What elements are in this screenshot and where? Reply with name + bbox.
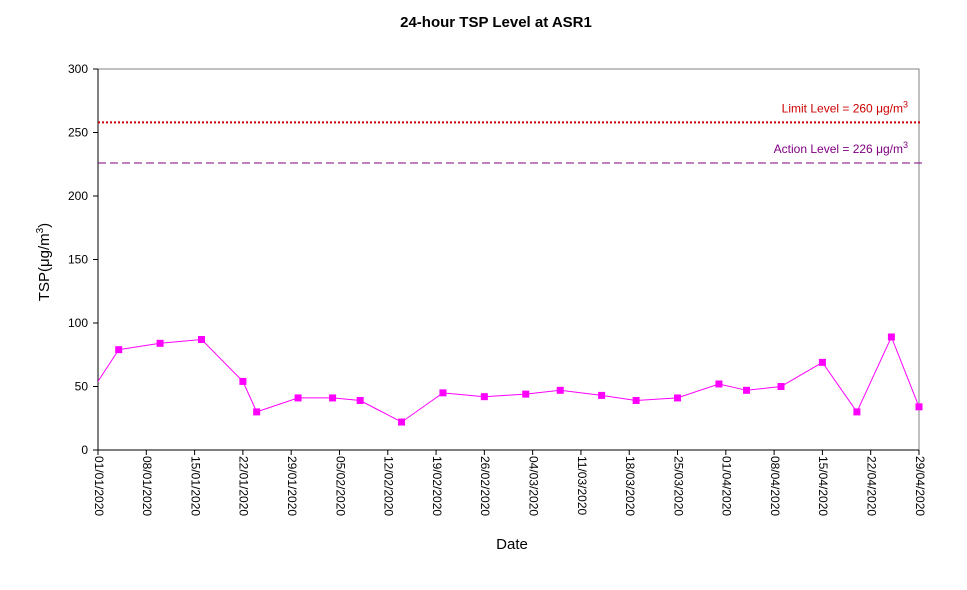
data-point xyxy=(598,391,606,399)
chart-title: 24-hour TSP Level at ASR1 xyxy=(400,14,592,31)
x-tick-label: 29/04/2020 xyxy=(913,456,927,516)
x-tick-label: 01/04/2020 xyxy=(720,456,734,516)
data-point xyxy=(480,393,488,401)
plot-frame xyxy=(97,68,920,451)
plot-area xyxy=(97,68,920,451)
x-tick-label: 01/01/2020 xyxy=(92,456,106,516)
data-point xyxy=(253,408,261,416)
x-tick-label: 29/01/2020 xyxy=(285,456,299,516)
data-point xyxy=(522,390,530,398)
data-point xyxy=(197,336,205,344)
data-point xyxy=(632,396,640,404)
x-tick-label: 12/02/2020 xyxy=(382,456,396,516)
y-tick-label: 50 xyxy=(75,380,89,394)
y-axis-label-close: ) xyxy=(36,223,53,228)
data-point xyxy=(556,386,564,394)
data-point xyxy=(156,339,164,347)
reference-label-text: Limit Level = 260 xyxy=(782,101,876,115)
reference-line-label: Limit Level = 260 μg/m3 xyxy=(782,99,908,115)
x-tick-label: 25/03/2020 xyxy=(671,456,685,516)
reference-label-unit: μg/m xyxy=(876,101,903,115)
x-tick-label: 19/02/2020 xyxy=(430,456,444,516)
y-axis-label-unit: μg/m xyxy=(36,233,53,267)
reference-label-sup: 3 xyxy=(903,140,908,150)
x-tick-label: 22/04/2020 xyxy=(865,456,879,516)
x-axis: 01/01/2020 08/01/2020 15/01/2020 22/01/2020… xyxy=(92,450,927,516)
y-tick-label: 100 xyxy=(68,316,88,330)
y-tick-label: 300 xyxy=(68,62,88,76)
x-tick-label: 08/04/2020 xyxy=(768,456,782,516)
y-tick-label: 250 xyxy=(68,126,88,140)
reference-label-text: Action Level = 226 xyxy=(774,142,876,156)
data-point xyxy=(398,418,406,426)
y-tick-label: 150 xyxy=(68,253,88,267)
x-tick-label: 11/03/2020 xyxy=(575,456,589,515)
series-line xyxy=(97,335,920,423)
data-point xyxy=(777,383,785,390)
x-tick-label: 15/04/2020 xyxy=(816,456,830,516)
data-point xyxy=(915,403,923,411)
x-tick-label: 26/02/2020 xyxy=(478,456,492,516)
y-axis: 0 50 100 150 200 250 300 xyxy=(68,62,98,457)
data-point xyxy=(329,394,337,402)
y-tick-label: 200 xyxy=(68,189,88,203)
data-point xyxy=(294,394,302,402)
x-tick-label: 18/03/2020 xyxy=(623,456,637,516)
data-point xyxy=(743,386,751,394)
reference-label-sup: 3 xyxy=(903,99,908,109)
reference-line-label: Action Level = 226 μg/m3 xyxy=(774,140,908,156)
data-point xyxy=(115,346,123,354)
x-tick-label: 04/03/2020 xyxy=(526,456,540,516)
y-tick-label: 0 xyxy=(81,443,88,457)
data-point xyxy=(439,389,447,397)
x-tick-label: 05/02/2020 xyxy=(333,456,347,516)
reference-label-unit: μg/m xyxy=(876,142,903,156)
series-group xyxy=(97,333,923,426)
data-point xyxy=(818,358,826,366)
y-axis-label: TSP(μg/m3) xyxy=(35,223,53,301)
x-tick-label: 08/01/2020 xyxy=(140,456,154,516)
x-tick-label: 22/01/2020 xyxy=(237,456,251,516)
data-point xyxy=(239,377,247,385)
x-axis-label: Date xyxy=(496,536,528,553)
y-axis-label-main: TSP( xyxy=(36,267,53,301)
data-point xyxy=(887,333,895,341)
data-point xyxy=(853,408,861,416)
data-point xyxy=(674,394,682,402)
x-tick-label: 15/01/2020 xyxy=(188,456,202,516)
y-axis-label-sup: 3 xyxy=(35,227,46,233)
data-point xyxy=(356,396,364,404)
data-point xyxy=(715,380,723,388)
